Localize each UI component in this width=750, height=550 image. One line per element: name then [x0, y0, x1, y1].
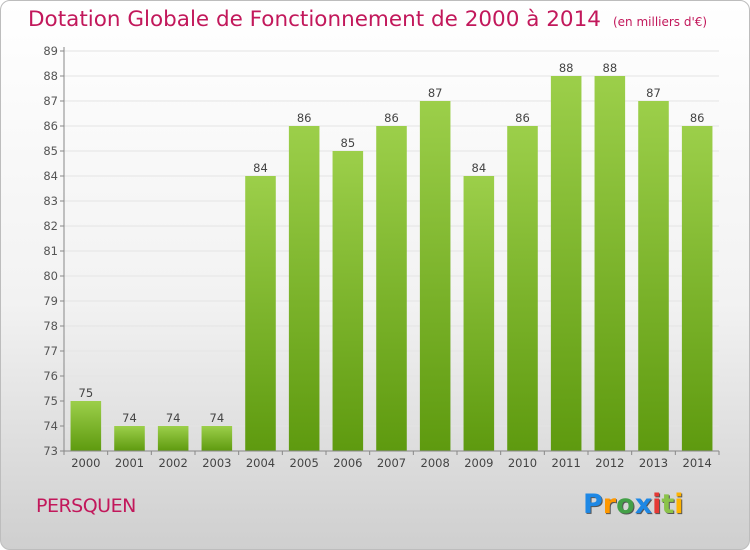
x-tick-label: 2002	[159, 456, 188, 470]
chart-title: Dotation Globale de Fonctionnement de 20…	[28, 7, 707, 32]
data-label: 86	[690, 111, 705, 125]
x-tick-label: 2014	[683, 456, 712, 470]
y-tick-label: 87	[43, 94, 58, 108]
bars	[70, 76, 713, 451]
y-tick-label: 77	[43, 344, 58, 358]
bar	[594, 76, 626, 451]
y-tick-label: 88	[43, 69, 58, 83]
x-tick-label: 2011	[552, 456, 581, 470]
data-label: 86	[384, 111, 399, 125]
labels: 73 74 75 76 77 78 79 80 81 82 83 84 85 86 87 88 89 75 2000…	[43, 44, 711, 470]
y-tick-label: 79	[43, 294, 58, 308]
y-tick-label: 75	[43, 394, 58, 408]
x-tick-label: 2004	[246, 456, 275, 470]
x-tick-label: 2010	[508, 456, 537, 470]
y-tick-label: 81	[43, 244, 58, 258]
y-tick-label: 85	[43, 144, 58, 158]
x-tick-label: 2008	[421, 456, 450, 470]
data-label: 84	[253, 161, 268, 175]
y-tick-label: 89	[43, 44, 58, 58]
data-label: 88	[559, 61, 574, 75]
x-tick-label: 2005	[290, 456, 319, 470]
bar	[681, 126, 713, 451]
data-label: 88	[603, 61, 618, 75]
chart-title-text: Dotation Globale de Fonctionnement de 20…	[28, 7, 601, 32]
x-tick-label: 2012	[595, 456, 624, 470]
proxiti-logo-icon: Proxiti	[583, 489, 684, 520]
x-tick-label: 2001	[115, 456, 144, 470]
chart-subtitle: (en milliers d'€)	[612, 15, 708, 29]
x-tick-label: 2006	[333, 456, 362, 470]
bar	[376, 126, 407, 451]
y-tick-label: 80	[43, 269, 58, 283]
bar	[157, 426, 189, 451]
bar	[288, 126, 320, 451]
bar	[638, 101, 669, 451]
y-tick-label: 74	[43, 419, 58, 433]
bar	[550, 76, 582, 451]
data-label: 75	[79, 386, 94, 400]
bar	[70, 401, 102, 451]
y-tick-label: 86	[43, 119, 58, 133]
bar	[201, 426, 233, 451]
x-tick-label: 2007	[377, 456, 406, 470]
bar	[114, 426, 145, 451]
bar	[463, 176, 495, 451]
bar	[419, 101, 451, 451]
x-tick-label: 2009	[464, 456, 493, 470]
x-tick-label: 2000	[71, 456, 100, 470]
bar	[245, 176, 276, 451]
y-tick-label: 83	[43, 194, 58, 208]
data-label: 85	[341, 136, 356, 150]
y-tick-label: 78	[43, 319, 58, 333]
y-tick-label: 73	[43, 444, 58, 458]
data-label: 84	[472, 161, 487, 175]
data-label: 87	[428, 86, 443, 100]
bar	[507, 126, 538, 451]
data-label: 87	[646, 86, 661, 100]
bar	[332, 151, 364, 451]
y-tick-label: 76	[43, 369, 58, 383]
axes	[60, 47, 720, 455]
x-tick-label: 2013	[639, 456, 668, 470]
data-label: 74	[210, 411, 225, 425]
y-tick-label: 84	[43, 169, 58, 183]
data-label: 74	[122, 411, 137, 425]
commune-name: PERSQUEN	[36, 495, 136, 517]
x-tick-label: 2003	[202, 456, 231, 470]
data-label: 86	[515, 111, 530, 125]
y-tick-label: 82	[43, 219, 58, 233]
data-label: 86	[297, 111, 312, 125]
data-label: 74	[166, 411, 181, 425]
